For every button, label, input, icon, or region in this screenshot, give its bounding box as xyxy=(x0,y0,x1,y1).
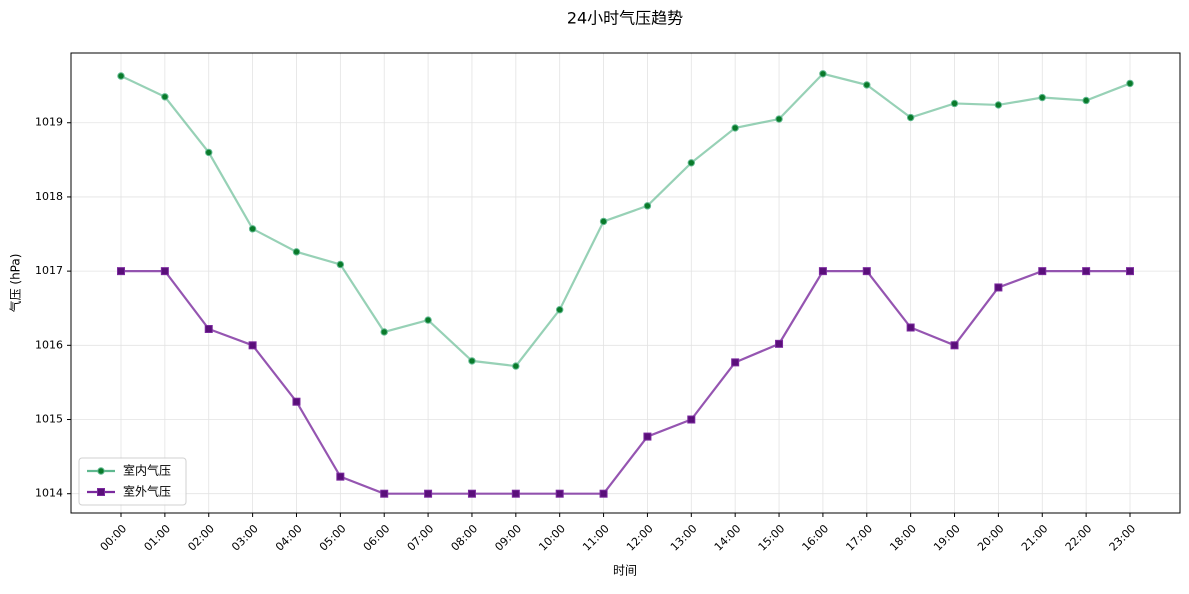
y-tick-label: 1016 xyxy=(35,338,63,351)
point xyxy=(160,267,169,276)
point xyxy=(994,101,1003,109)
x-tick-label: 13:00 xyxy=(668,522,700,554)
x-tick-label: 11:00 xyxy=(580,522,612,554)
x-tick-label: 09:00 xyxy=(492,522,524,554)
x-tick-label: 08:00 xyxy=(449,522,481,554)
point xyxy=(643,202,652,210)
x-tick-label: 01:00 xyxy=(142,522,174,554)
point xyxy=(117,267,125,276)
point xyxy=(994,283,1003,292)
y-tick-label: 1017 xyxy=(35,264,63,277)
point xyxy=(950,341,959,350)
point xyxy=(555,489,564,498)
series-line xyxy=(121,270,1130,495)
point xyxy=(731,124,739,132)
x-tick-label: 14:00 xyxy=(712,522,744,554)
series-line xyxy=(120,72,1131,368)
point xyxy=(731,358,740,367)
point xyxy=(818,267,827,276)
point xyxy=(97,488,105,496)
x-tick-label: 21:00 xyxy=(1019,522,1051,554)
point xyxy=(555,306,564,314)
point xyxy=(117,72,125,80)
x-tick-label: 06:00 xyxy=(361,522,393,554)
x-tick-label: 12:00 xyxy=(624,522,656,554)
x-tick-label: 10:00 xyxy=(536,522,568,554)
x-tick-label: 16:00 xyxy=(800,522,832,554)
x-tick-label: 04:00 xyxy=(273,522,305,554)
point xyxy=(292,397,301,406)
x-tick-label: 02:00 xyxy=(185,522,217,554)
point xyxy=(336,260,345,269)
point xyxy=(512,362,520,370)
legend-label: 室内气压 xyxy=(123,463,171,478)
point xyxy=(687,159,696,167)
point xyxy=(248,225,257,233)
point xyxy=(863,81,871,89)
point xyxy=(1082,96,1090,105)
point xyxy=(97,467,105,475)
point xyxy=(906,113,915,122)
x-tick-label: 07:00 xyxy=(405,522,437,554)
y-tick-label: 1019 xyxy=(35,116,63,129)
x-tick-label: 23:00 xyxy=(1107,522,1139,554)
point xyxy=(1038,93,1046,102)
x-tick-label: 20:00 xyxy=(975,522,1007,554)
point xyxy=(599,489,608,498)
y-tick-label: 1015 xyxy=(35,413,63,426)
point xyxy=(1038,267,1047,276)
legend-label: 室外气压 xyxy=(123,484,171,499)
legend-box xyxy=(78,457,187,506)
chart-title: 24小时气压趋势 xyxy=(567,9,683,28)
y-tick-label: 1014 xyxy=(35,487,63,500)
point xyxy=(204,325,213,333)
point xyxy=(336,472,345,481)
point xyxy=(1082,267,1091,276)
x-tick-label: 22:00 xyxy=(1063,522,1095,554)
point xyxy=(248,341,257,350)
point xyxy=(862,267,871,276)
point xyxy=(205,148,213,157)
x-axis-label: 时间 xyxy=(613,564,637,578)
point xyxy=(775,115,783,123)
point xyxy=(906,323,915,332)
x-tick-label: 19:00 xyxy=(931,522,963,554)
y-tick-label: 1018 xyxy=(35,190,63,203)
point xyxy=(819,70,827,78)
point xyxy=(599,217,608,226)
x-tick-label: 15:00 xyxy=(756,522,788,554)
point xyxy=(687,415,696,424)
x-tick-label: 00:00 xyxy=(98,522,130,554)
point xyxy=(1126,79,1134,88)
point xyxy=(1126,267,1134,276)
point xyxy=(468,357,476,365)
point xyxy=(511,489,520,498)
point xyxy=(424,316,432,324)
point xyxy=(424,489,433,498)
point xyxy=(292,248,301,256)
point xyxy=(380,328,388,336)
y-axis-label: 气压 (hPa) xyxy=(8,254,23,313)
plot-frame xyxy=(70,52,1181,514)
x-tick-label: 18:00 xyxy=(887,522,919,554)
point xyxy=(950,99,959,108)
point xyxy=(643,432,652,441)
x-tick-label: 03:00 xyxy=(229,522,261,554)
x-tick-label: 17:00 xyxy=(843,522,875,554)
point xyxy=(380,489,389,498)
point xyxy=(467,489,476,498)
point xyxy=(161,93,169,101)
point xyxy=(775,339,784,348)
x-tick-label: 05:00 xyxy=(317,522,349,554)
